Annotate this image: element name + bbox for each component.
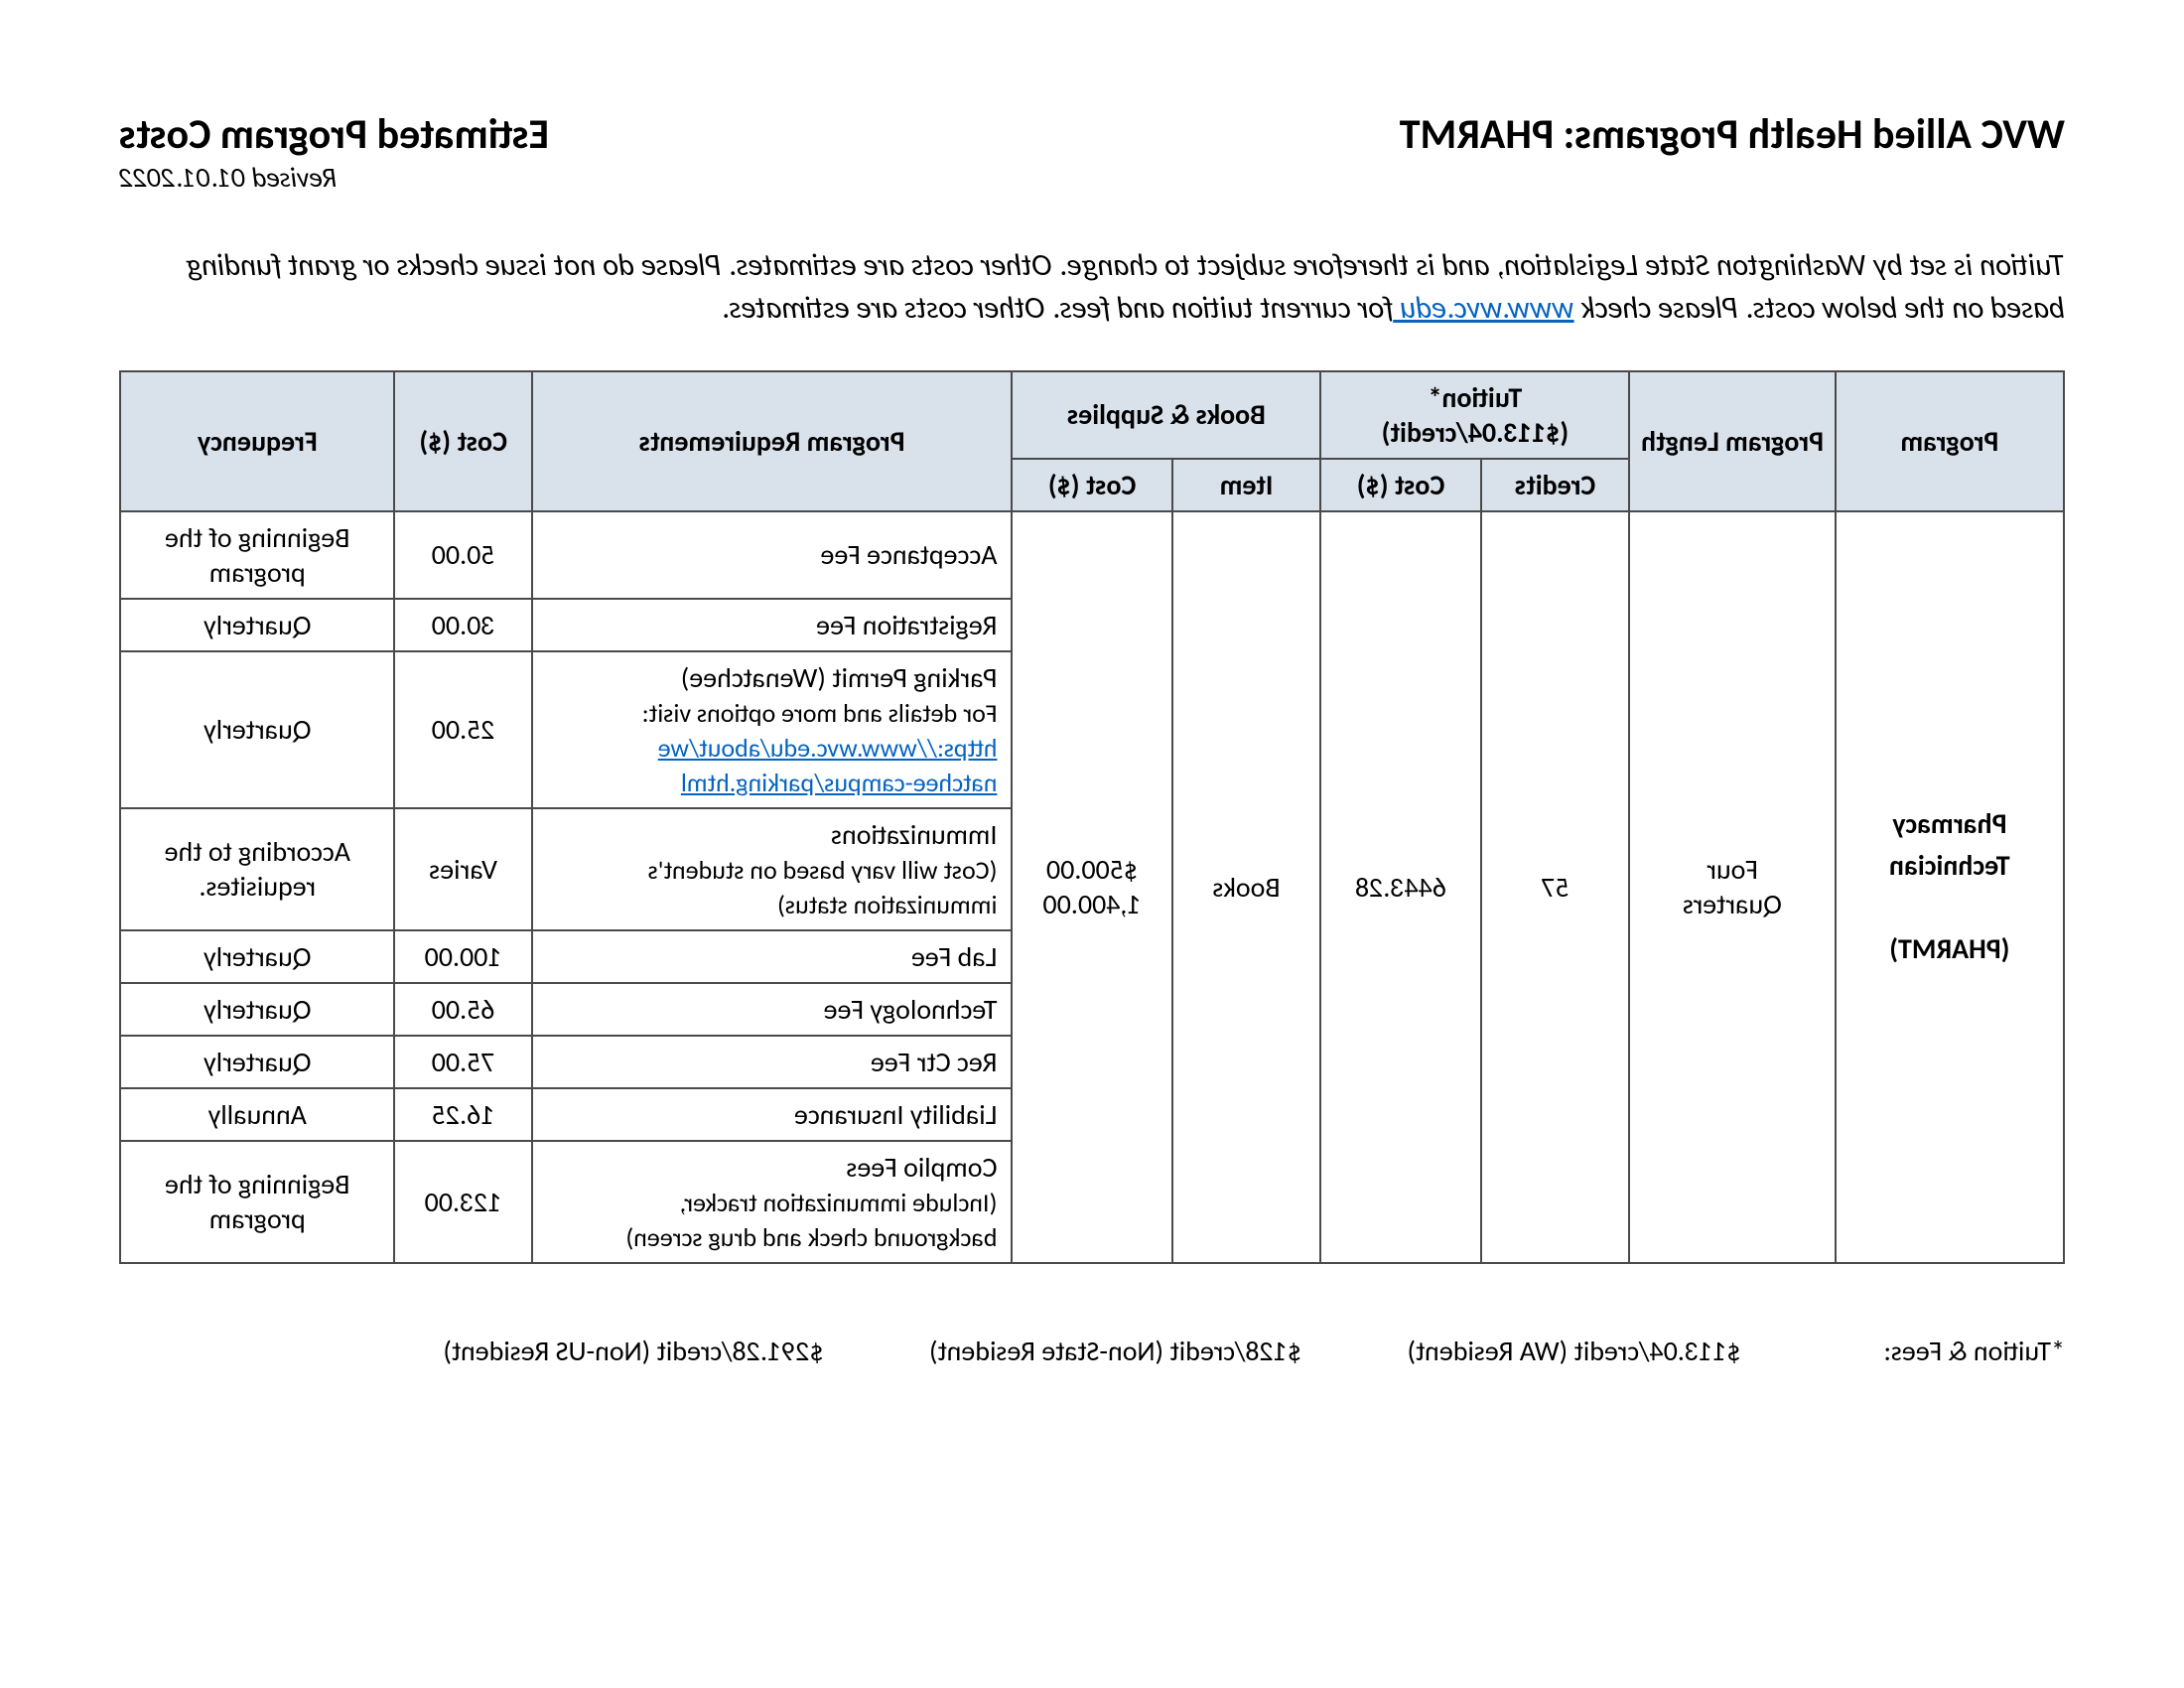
- requirement-cell: Technology Fee: [532, 983, 1013, 1036]
- frequency-cell: Quarterly: [120, 930, 395, 983]
- th-program-length: Program Length: [1629, 371, 1835, 511]
- frequency-cell: Annually: [120, 1088, 395, 1141]
- requirement-cell: Complio Fees (Include immunization track…: [532, 1141, 1013, 1263]
- frequency-cell: Quarterly: [120, 1036, 395, 1088]
- program-line1: Pharmacy: [1892, 806, 2006, 841]
- requirement-cell: Liability Insurance: [532, 1088, 1013, 1141]
- program-line3: (PHARMT): [1889, 931, 2009, 966]
- requirement-cell: Immunizations (Cost will vary based on s…: [532, 808, 1013, 930]
- cost-cell: 65.00: [395, 983, 532, 1036]
- frequency-cell: Quarterly: [120, 599, 395, 651]
- length-line2: Quarters: [1683, 887, 1782, 921]
- length-line1: Four: [1706, 852, 1758, 887]
- table-row: Pharmacy Technician (PHARMT) Four Quarte…: [120, 511, 2064, 599]
- footer-label: *Tuition & Fees:: [1747, 1334, 2065, 1368]
- th-program-requirements: Program Requirements: [532, 371, 1013, 511]
- requirement-cell: Parking Permit (Wenatchee) For details a…: [532, 651, 1013, 808]
- requirement-cell: Rec Ctr Fee: [532, 1036, 1013, 1088]
- th-tuition-bottom: ($113.04/credit): [1382, 415, 1569, 450]
- footer-item-nonstate: $128/credit (Non-State Resident): [929, 1334, 1301, 1368]
- footer-item-nonus: $291.28/credit (Non-US Resident): [443, 1334, 823, 1368]
- program-line2: Technician: [1889, 848, 2010, 883]
- program-name-cell: Pharmacy Technician (PHARMT): [1836, 511, 2064, 1263]
- frequency-cell: Beginning of the program: [120, 511, 395, 599]
- frequency-cell: Beginning of the program: [120, 1141, 395, 1263]
- cost-cell: 75.00: [395, 1036, 532, 1088]
- books-item-cell: Books: [1172, 511, 1321, 1263]
- header-right-title: Estimated Program Costs: [119, 109, 549, 160]
- header-left-title: WVC Allied Health Programs: PHARMT: [1400, 109, 2065, 160]
- credits-cell: 57: [1481, 511, 1630, 1263]
- cost-cell: 50.00: [395, 511, 532, 599]
- th-frequency: Frequency: [120, 371, 395, 511]
- footer-item-wa: $113.04/credit (WA Resident): [1407, 1334, 1740, 1368]
- th-books-supplies: Books & Supplies: [1012, 371, 1320, 459]
- cost-cell: 123.00: [395, 1141, 532, 1263]
- tuition-cost-cell: 6443.28: [1320, 511, 1480, 1263]
- frequency-cell: Quarterly: [120, 651, 395, 808]
- requirement-cell: Lab Fee: [532, 930, 1013, 983]
- program-length-cell: Four Quarters: [1629, 511, 1835, 1263]
- program-costs-table: Program Program Length Tuition* ($113.04…: [119, 370, 2065, 1264]
- th-cost: Cost ($): [395, 371, 532, 511]
- footer-tuition-fees: *Tuition & Fees: $113.04/credit (WA Resi…: [119, 1334, 2065, 1368]
- frequency-cell: Quarterly: [120, 983, 395, 1036]
- document-header: WVC Allied Health Programs: PHARMT Estim…: [119, 109, 2065, 195]
- cost-cell: 16.25: [395, 1088, 532, 1141]
- th-tuition-cost: Cost ($): [1320, 459, 1480, 511]
- intro-link[interactable]: www.wvc.edu: [1393, 289, 1573, 327]
- books-cost-cell: $500.00 1,400.00: [1012, 511, 1171, 1263]
- cost-cell: 100.00: [395, 930, 532, 983]
- th-item: Item: [1172, 459, 1321, 511]
- th-item-cost: Cost ($): [1012, 459, 1171, 511]
- requirement-cell: Acceptance Fee: [532, 511, 1013, 599]
- frequency-cell: According to the requisites.: [120, 808, 395, 930]
- th-program: Program: [1836, 371, 2064, 511]
- cost-cell: 25.00: [395, 651, 532, 808]
- parking-link[interactable]: https://www.wvc.edu/about/wenatchee-camp…: [658, 732, 998, 798]
- books-cost-line2: 1,400.00: [1042, 887, 1141, 921]
- th-tuition-top: Tuition*: [1429, 380, 1523, 415]
- th-tuition: Tuition* ($113.04/credit): [1320, 371, 1629, 459]
- cost-cell: Varies: [395, 808, 532, 930]
- header-right: Estimated Program Costs Revised 01.01.20…: [119, 109, 549, 195]
- intro-paragraph: Tuition is set by Washington State Legis…: [119, 244, 2065, 331]
- intro-text-after: for current tuition and fees. Other cost…: [722, 289, 1394, 327]
- header-revised-date: Revised 01.01.2022: [119, 160, 549, 195]
- books-cost-line1: $500.00: [1046, 852, 1138, 887]
- th-credits: Credits: [1481, 459, 1630, 511]
- cost-cell: 30.00: [395, 599, 532, 651]
- requirement-cell: Registration Fee: [532, 599, 1013, 651]
